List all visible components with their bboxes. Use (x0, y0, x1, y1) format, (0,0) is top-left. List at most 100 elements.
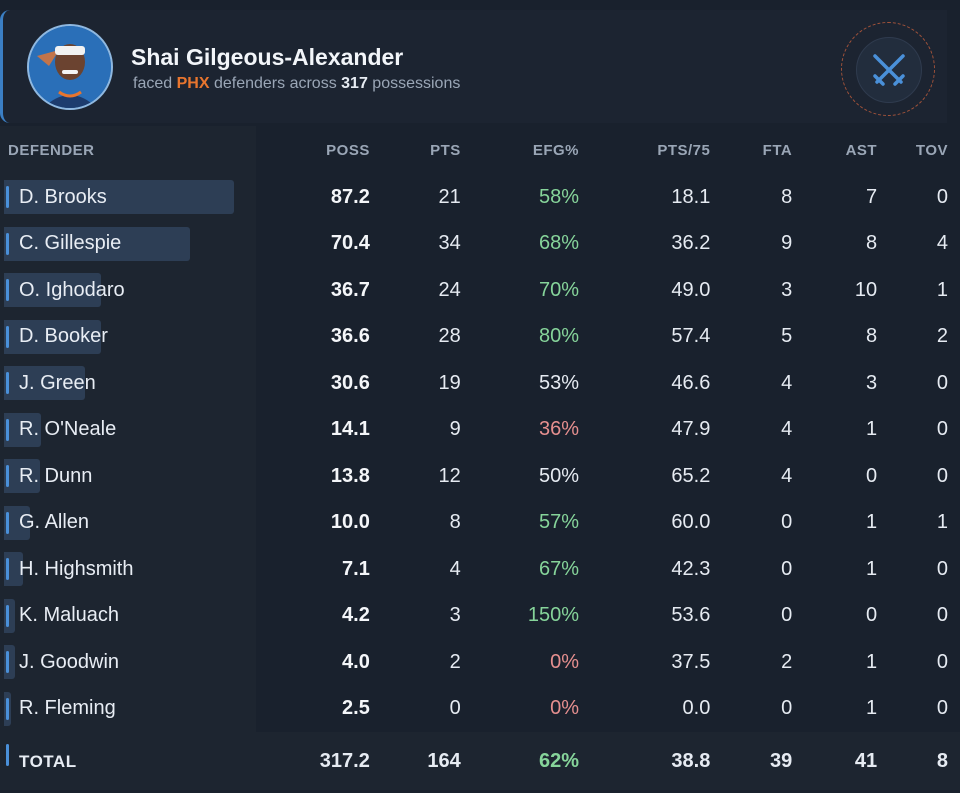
poss-cell: 4.2 (342, 604, 370, 627)
pts-cell: 28 (438, 325, 461, 348)
fta-cell: 0 (781, 604, 793, 627)
ast-cell: 3 (865, 371, 878, 394)
ast-cell: 8 (865, 232, 878, 255)
tov-cell: 0 (936, 185, 948, 208)
defender-name: D. Booker (19, 325, 108, 348)
table-row[interactable]: R. Fleming 2.5 0 0% 0.0 0 1 0 (0, 685, 960, 732)
tov-cell: 0 (936, 557, 948, 580)
possession-bar (4, 645, 15, 679)
fta-cell: 0 (781, 511, 793, 534)
pts75-cell: 65.2 (671, 464, 711, 487)
fta-cell: 3 (781, 278, 793, 301)
summary-mid: defenders across (213, 75, 337, 92)
tov-cell: 0 (936, 464, 948, 487)
pts-cell: 34 (438, 232, 461, 255)
possession-bar (4, 226, 190, 261)
efg-cell: 36% (538, 418, 579, 441)
table-row[interactable]: C. Gillespie 70.4 34 68% 36.2 9 8 4 (0, 220, 960, 267)
ast-cell: 10 (854, 278, 878, 301)
ast-cell: 1 (865, 511, 878, 534)
poss-cell: 7.1 (342, 557, 370, 580)
pts75-cell: 53.6 (671, 604, 711, 627)
fta-cell: 4 (781, 464, 793, 487)
fta-cell: 4 (781, 418, 793, 441)
table-row[interactable]: R. Dunn 13.8 12 50% 65.2 4 0 0 (0, 453, 960, 500)
efg-cell: 53% (538, 371, 579, 394)
fta-cell: 2 (781, 650, 793, 673)
crossed-swords-icon (856, 37, 922, 103)
pts75-cell: 49.0 (671, 278, 711, 301)
pts-cell: 21 (438, 185, 461, 208)
poss-cell: 30.6 (330, 371, 370, 394)
poss-cell: 36.6 (330, 325, 370, 348)
row-accent (6, 558, 9, 580)
table-row[interactable]: J. Goodwin 4.0 2 0% 37.5 2 1 0 (0, 639, 960, 686)
poss-cell: 2.5 (342, 697, 370, 720)
efg-cell: 0% (550, 650, 579, 673)
pts-cell: 4 (449, 557, 461, 580)
table-row[interactable]: J. Green 30.6 19 53% 46.6 4 3 0 (0, 360, 960, 407)
poss-cell: 36.7 (330, 278, 370, 301)
ast-cell: 8 (865, 325, 878, 348)
defender-name: H. Highsmith (19, 557, 134, 580)
defender-cell: J. Goodwin (0, 639, 256, 686)
col-header-ast[interactable]: AST (845, 141, 878, 159)
row-accent (6, 604, 9, 627)
table-row[interactable]: D. Brooks 87.2 21 58% 18.1 8 7 0 (0, 174, 960, 221)
fta-cell: 0 (781, 697, 793, 720)
pts-cell: 12 (438, 464, 461, 487)
defender-name: O. Ighodaro (19, 278, 125, 301)
row-accent (6, 651, 9, 673)
tov-cell: 0 (936, 604, 948, 627)
col-header-fta[interactable]: FTA (762, 141, 793, 159)
fta-cell: 4 (781, 371, 793, 394)
col-header-defender[interactable]: DEFENDER (0, 126, 256, 174)
col-header-tov[interactable]: TOV (915, 141, 948, 159)
col-header-pts75[interactable]: PTS/75 (657, 141, 711, 159)
poss-cell: 4.0 (342, 650, 370, 673)
pts-cell: 9 (449, 418, 461, 441)
efg-cell: 57% (538, 511, 579, 534)
pts75-cell: 36.2 (671, 232, 711, 255)
pts-cell: 8 (449, 511, 461, 534)
fta-cell: 9 (781, 232, 793, 255)
pts-cell: 19 (438, 371, 461, 394)
efg-cell: 68% (538, 232, 579, 255)
table-row[interactable]: H. Highsmith 7.1 4 67% 42.3 0 1 0 (0, 546, 960, 593)
ast-cell: 0 (865, 464, 878, 487)
matchup-summary: faced PHX defenders across 317 possessio… (133, 75, 460, 93)
defender-name: J. Green (19, 371, 96, 394)
defender-name: R. Fleming (19, 697, 116, 720)
tov-cell: 2 (936, 325, 948, 348)
defender-cell: H. Highsmith (0, 546, 256, 593)
table-row[interactable]: R. O'Neale 14.1 9 36% 47.9 4 1 0 (0, 406, 960, 453)
total-tov: 8 (877, 732, 960, 790)
tov-cell: 4 (936, 232, 948, 255)
table-row[interactable]: O. Ighodaro 36.7 24 70% 49.0 3 10 1 (0, 267, 960, 314)
total-fta: 39 (710, 732, 793, 790)
table-row[interactable]: G. Allen 10.0 8 57% 60.0 0 1 1 (0, 499, 960, 546)
row-accent (6, 279, 9, 301)
tov-cell: 0 (936, 697, 948, 720)
possession-bar (4, 598, 15, 633)
player-headshot-icon (27, 24, 113, 110)
defender-name: G. Allen (19, 511, 90, 534)
possession-bar (4, 273, 101, 307)
defender-cell: C. Gillespie (0, 220, 256, 267)
total-label: TOTAL (19, 751, 77, 771)
table-row[interactable]: D. Booker 36.6 28 80% 57.4 5 8 2 (0, 313, 960, 360)
pts75-cell: 0.0 (682, 697, 711, 720)
pts-cell: 24 (438, 278, 461, 301)
col-header-efg[interactable]: EFG% (532, 141, 579, 159)
poss-cell: 10.0 (330, 511, 370, 534)
table-row[interactable]: K. Maluach 4.2 3 150% 53.6 0 0 0 (0, 592, 960, 639)
ast-cell: 1 (865, 418, 878, 441)
col-header-pts[interactable]: PTS (430, 141, 461, 159)
opponent-team: PHX (176, 75, 210, 92)
ast-cell: 1 (865, 650, 878, 673)
possession-bar (4, 412, 41, 447)
possession-bar (4, 180, 234, 214)
total-pts: 164 (369, 732, 461, 790)
defender-name: C. Gillespie (19, 232, 122, 255)
col-header-poss[interactable]: POSS (326, 141, 370, 159)
